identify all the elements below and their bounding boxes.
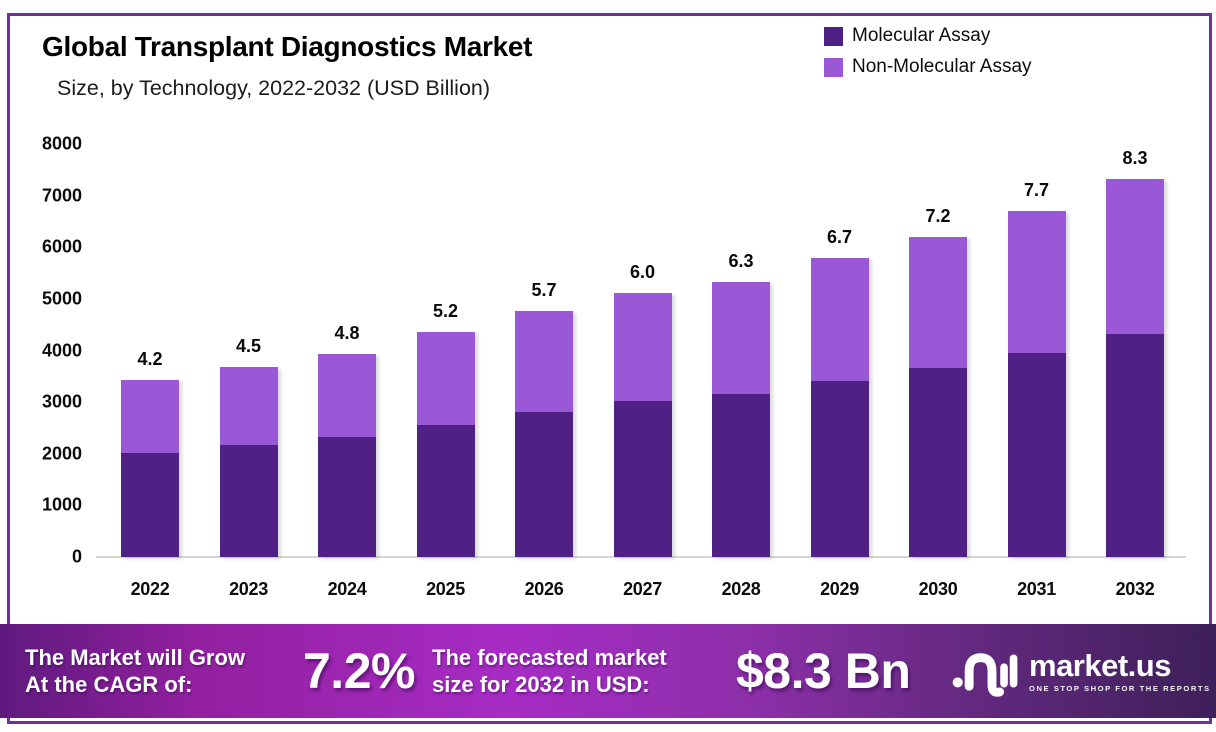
x-axis-tick-label: 2024 — [327, 579, 367, 599]
marketus-logo-icon — [952, 653, 1018, 697]
y-axis-tick-label: 1000 — [41, 494, 82, 515]
legend-swatch-non-molecular — [824, 57, 843, 77]
bar-2027 — [613, 293, 672, 557]
bar-total-label: 5.7 — [531, 279, 557, 300]
chart-subtitle: Size, by Technology, 2022-2032 (USD Bill… — [57, 76, 491, 100]
segment-non-molecular-assay — [712, 281, 770, 395]
segment-molecular-assay — [810, 380, 869, 557]
bar-total-label: 7.7 — [1023, 179, 1050, 200]
x-axis-tick-label: 2027 — [623, 579, 662, 599]
y-axis-tick-label: 8000 — [41, 133, 82, 154]
segment-molecular-assay — [613, 401, 672, 557]
y-axis-tick-label: 4000 — [41, 340, 82, 360]
segment-molecular-assay — [416, 424, 475, 557]
segment-non-molecular-assay — [613, 293, 672, 402]
x-axis-tick-label: 2032 — [1115, 579, 1155, 599]
segment-non-molecular-assay — [909, 237, 967, 369]
bar-2030 — [909, 237, 967, 557]
bar-total-label: 6.7 — [826, 227, 853, 248]
x-axis-tick-label: 2022 — [130, 579, 170, 599]
legend-swatch-molecular — [824, 26, 843, 46]
cagr-label-line2: At the CAGR of: — [25, 672, 193, 697]
bar-2028 — [712, 281, 770, 557]
chart-title: Global Transplant Diagnostics Market — [42, 31, 533, 62]
segment-molecular-assay — [909, 368, 967, 557]
x-axis-tick-label: 2023 — [229, 579, 268, 599]
segment-non-molecular-assay — [1106, 178, 1164, 334]
bar-2023 — [219, 367, 278, 557]
x-axis-line — [96, 556, 1186, 558]
bar-total-label: 4.8 — [334, 323, 360, 344]
y-axis-tick-label: 7000 — [41, 185, 82, 206]
segment-non-molecular-assay — [416, 332, 475, 425]
y-axis-tick-label: 6000 — [41, 236, 82, 257]
bar-2031 — [1007, 210, 1066, 557]
segment-non-molecular-assay — [318, 354, 376, 438]
bottom-banner: The Market will Grow At the CAGR of: 7.2… — [0, 624, 1216, 718]
segment-molecular-assay — [219, 444, 278, 557]
x-axis-tick-label: 2030 — [918, 579, 958, 599]
y-axis-tick-label: 5000 — [41, 288, 82, 309]
bar-2026 — [515, 310, 573, 557]
bar-2029 — [810, 258, 869, 557]
bar-total-label: 4.2 — [137, 349, 163, 370]
y-axis-tick-label: 0 — [71, 546, 82, 567]
segment-non-molecular-assay — [1007, 210, 1066, 353]
forecast-label-line2: size for 2032 in USD: — [432, 672, 650, 697]
bar-2024 — [318, 354, 376, 557]
segment-molecular-assay — [318, 437, 376, 557]
segment-non-molecular-assay — [121, 380, 179, 453]
x-axis-tick-label: 2029 — [820, 579, 859, 599]
x-axis-tick-label: 2026 — [524, 579, 564, 599]
bar-total-label: 6.3 — [728, 250, 754, 271]
bar-2022 — [121, 380, 179, 557]
segment-non-molecular-assay — [515, 310, 573, 412]
segment-molecular-assay — [712, 394, 770, 557]
segment-non-molecular-assay — [219, 367, 278, 445]
forecast-label: The forecasted market size for 2032 in U… — [432, 624, 667, 718]
segment-molecular-assay — [1007, 352, 1066, 557]
segment-non-molecular-assay — [810, 258, 869, 381]
legend-label: Non-Molecular Assay — [852, 56, 1032, 77]
bar-total-label: 8.3 — [1122, 147, 1148, 168]
marketus-logo-text: market.us ONE STOP SHOP FOR THE REPORTS — [1029, 650, 1211, 693]
bar-2032 — [1106, 178, 1164, 557]
logo-name: market.us — [1029, 647, 1171, 683]
bar-total-label: 4.5 — [235, 336, 262, 357]
segment-molecular-assay — [121, 452, 179, 557]
bar-total-label: 6.0 — [629, 262, 656, 283]
y-axis-tick-label: 3000 — [41, 391, 82, 412]
cagr-value: 7.2% — [303, 643, 415, 699]
logo-tagline: ONE STOP SHOP FOR THE REPORTS — [1029, 683, 1211, 693]
legend-item-non-molecular-assay: Non-Molecular Assay — [824, 56, 1032, 78]
segment-molecular-assay — [515, 411, 573, 557]
bar-total-label: 5.2 — [432, 301, 459, 322]
cagr-label-line1: The Market will Grow — [25, 645, 246, 670]
x-axis-tick-label: 2028 — [721, 579, 761, 599]
legend-item-molecular-assay: Molecular Assay — [824, 25, 1032, 47]
bar-total-label: 7.2 — [925, 206, 951, 227]
forecast-value: $8.3 Bn — [736, 643, 911, 699]
cagr-label: The Market will Grow At the CAGR of: — [25, 624, 245, 718]
bar-2025 — [416, 332, 475, 557]
legend: Molecular Assay Non-Molecular Assay — [824, 25, 1032, 87]
y-axis-tick-label: 2000 — [41, 443, 82, 464]
x-axis-tick-label: 2025 — [426, 579, 465, 599]
marketus-logo: market.us ONE STOP SHOP FOR THE REPORTS — [952, 624, 1211, 718]
segment-molecular-assay — [1106, 333, 1164, 557]
x-axis-tick-label: 2031 — [1017, 579, 1056, 599]
legend-label: Molecular Assay — [852, 25, 991, 46]
forecast-label-line1: The forecasted market — [432, 645, 667, 670]
